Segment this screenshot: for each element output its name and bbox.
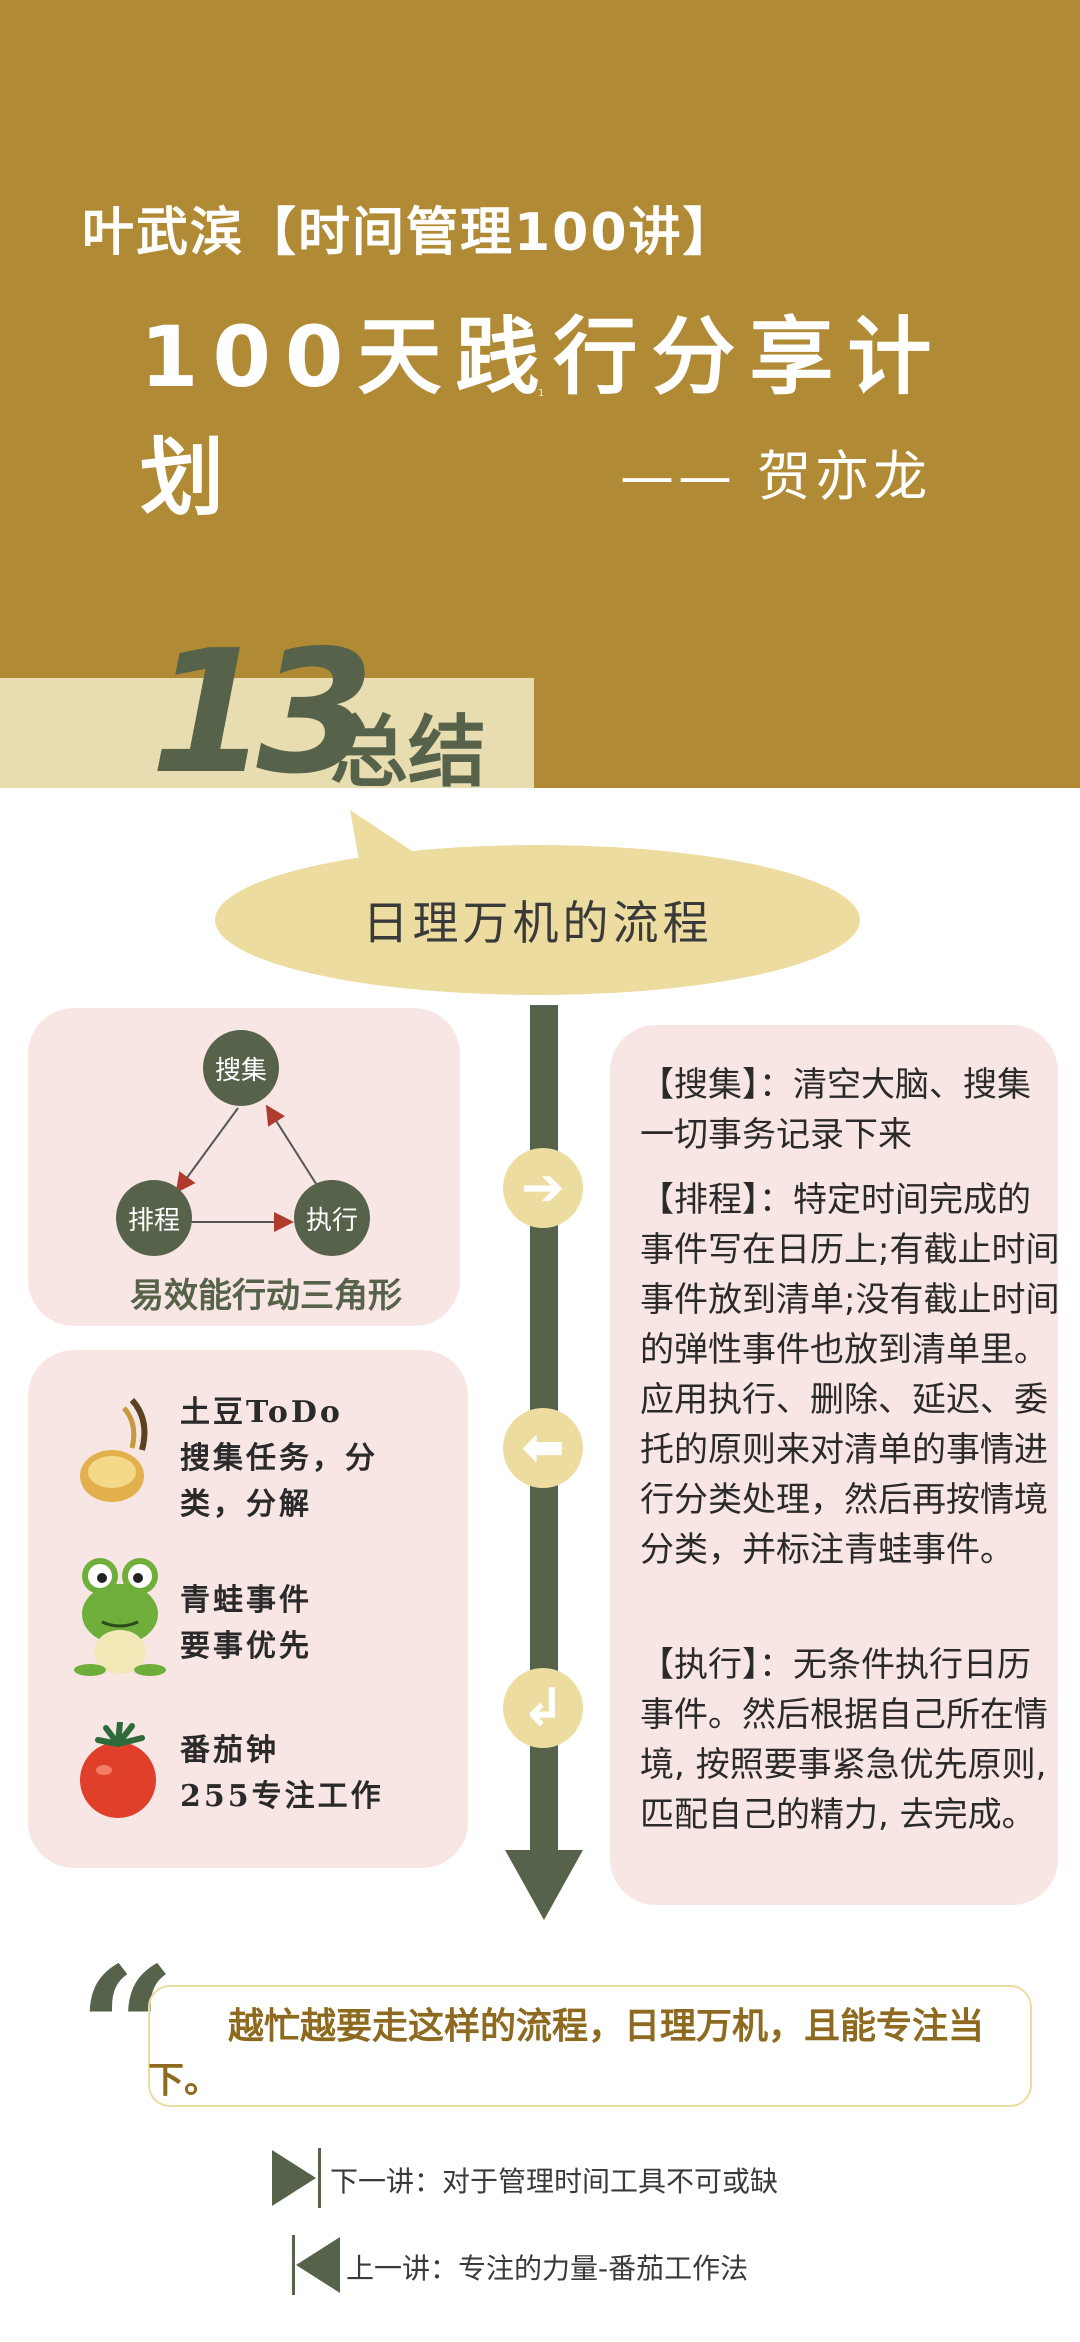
timeline-arrow-icon: [505, 1850, 583, 1920]
main-title: 100天践行分享计划: [140, 308, 946, 527]
tool-potato-text: 土豆ToDo 搜集任务，分 类，分解: [180, 1390, 450, 1528]
nav-divider: [318, 2148, 321, 2208]
step-schedule-text: 【排程】：特定时间完成的事件写在日历上;有截止时间事件放到清单;没有截止时间的弹…: [640, 1180, 1060, 1570]
tool-potato-line3: 类，分解: [180, 1487, 312, 1522]
triangle-node-execute: 执行: [294, 1180, 370, 1256]
next-lesson-link[interactable]: 下一讲：对于管理时间工具不可或缺: [330, 2165, 779, 2198]
lesson-number: 13: [150, 614, 375, 812]
nav-divider-prev: [292, 2235, 295, 2295]
bubble-title: 日理万机的流程: [362, 896, 713, 950]
small-mark: 1: [538, 388, 545, 399]
play-left-icon[interactable]: [296, 2237, 340, 2293]
frog-icon: [74, 1558, 166, 1676]
tool-tomato-text: 番茄钟 255专注工作: [180, 1728, 450, 1820]
quote-box: [148, 1985, 1032, 2107]
tool-frog-text: 青蛙事件 要事优先: [180, 1578, 450, 1670]
series-title: 叶武滨【时间管理100讲】: [82, 203, 737, 263]
tool-potato-line1: 土豆ToDo: [180, 1395, 343, 1430]
tool-frog-line2: 要事优先: [180, 1629, 312, 1664]
play-right-icon[interactable]: [272, 2150, 316, 2206]
tool-frog-line1: 青蛙事件: [180, 1583, 312, 1618]
tool-tomato-line1: 番茄钟: [180, 1733, 279, 1768]
arrow-right-icon: ➔: [503, 1148, 583, 1228]
steps-card: [610, 1025, 1058, 1905]
prev-lesson-link[interactable]: 上一讲：专注的力量-番茄工作法: [346, 2252, 749, 2285]
tool-tomato-line2: 255专注工作: [180, 1779, 384, 1814]
quote-text: 越忙越要走这样的流程，日理万机，且能专注当下。: [148, 2006, 985, 2101]
step-collect-text: 【搜集】：清空大脑、搜集一切事务记录下来: [640, 1065, 1031, 1155]
triangle-caption: 易效能行动三角形: [130, 1276, 402, 1316]
step-execute-text: 【执行】：无条件执行日历事件。然后根据自己所在情境, 按照要事紧急优先原则, 匹…: [640, 1645, 1048, 1835]
triangle-node-schedule: 排程: [116, 1180, 192, 1256]
arrow-down-return-icon: ↲: [503, 1668, 583, 1748]
speech-bubble: 日理万机的流程: [215, 845, 860, 995]
header-banner: [0, 0, 1080, 788]
author-line: —— 贺亦龙: [620, 445, 932, 508]
lesson-band: [0, 678, 534, 788]
lesson-label: 总结: [330, 708, 487, 798]
triangle-node-collect: 搜集: [203, 1030, 279, 1106]
tomato-icon: [80, 1722, 156, 1818]
tool-potato-line2: 搜集任务，分: [180, 1441, 378, 1476]
arrow-left-icon: ⬅: [503, 1408, 583, 1488]
potato-icon: [80, 1397, 148, 1502]
